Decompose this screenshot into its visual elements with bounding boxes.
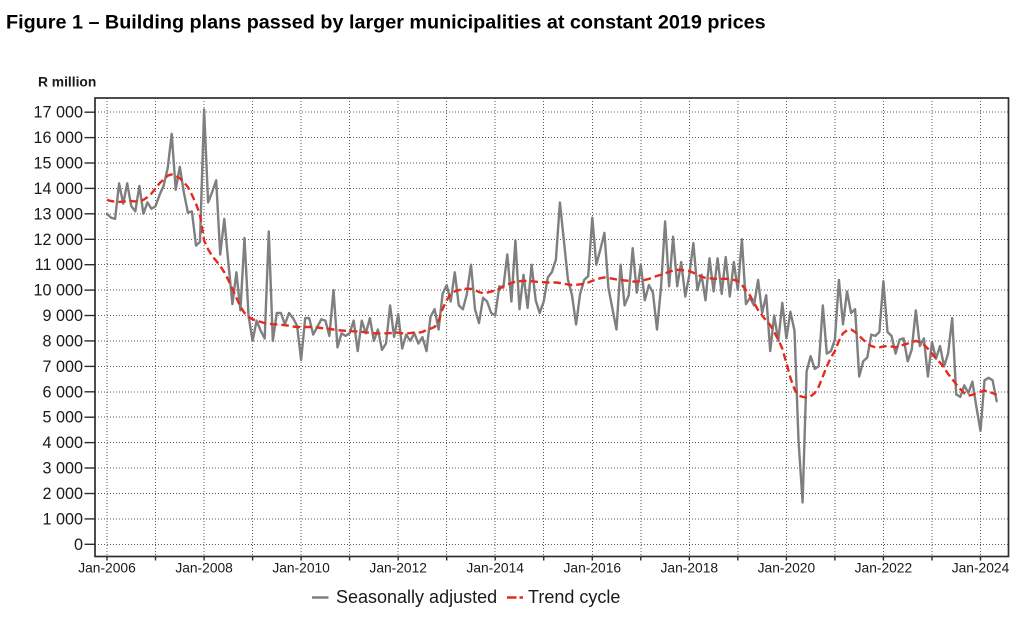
svg-text:Seasonally adjusted: Seasonally adjusted: [336, 587, 497, 607]
svg-text:Trend cycle: Trend cycle: [528, 587, 620, 607]
svg-text:Jan-2010: Jan-2010: [272, 561, 330, 576]
svg-text:15 000: 15 000: [33, 155, 83, 173]
svg-text:8 000: 8 000: [42, 332, 83, 350]
svg-text:Jan-2024: Jan-2024: [952, 561, 1010, 576]
svg-text:3 000: 3 000: [42, 460, 83, 478]
svg-text:7 000: 7 000: [42, 358, 83, 376]
svg-text:11 000: 11 000: [35, 256, 83, 274]
svg-text:5 000: 5 000: [42, 409, 83, 427]
svg-text:13 000: 13 000: [33, 205, 83, 223]
svg-text:Jan-2020: Jan-2020: [758, 561, 816, 576]
svg-text:10 000: 10 000: [33, 282, 83, 300]
svg-text:Jan-2006: Jan-2006: [78, 561, 136, 576]
svg-text:16 000: 16 000: [33, 129, 83, 147]
svg-text:Figure 1 – Building plans pass: Figure 1 – Building plans passed by larg…: [6, 12, 766, 34]
svg-text:Jan-2018: Jan-2018: [661, 561, 719, 576]
svg-text:1 000: 1 000: [42, 510, 83, 528]
svg-text:17 000: 17 000: [33, 104, 83, 122]
svg-text:4 000: 4 000: [42, 434, 83, 452]
svg-text:Jan-2016: Jan-2016: [564, 561, 622, 576]
svg-text:12 000: 12 000: [33, 231, 83, 249]
svg-text:R million: R million: [38, 75, 96, 90]
svg-text:2 000: 2 000: [42, 485, 83, 503]
svg-text:Jan-2008: Jan-2008: [175, 561, 233, 576]
svg-text:14 000: 14 000: [33, 180, 83, 198]
svg-text:9 000: 9 000: [42, 307, 83, 325]
svg-text:0: 0: [74, 536, 83, 554]
svg-text:Jan-2012: Jan-2012: [369, 561, 427, 576]
svg-text:Jan-2014: Jan-2014: [466, 561, 524, 576]
svg-text:Jan-2022: Jan-2022: [855, 561, 913, 576]
svg-text:6 000: 6 000: [42, 383, 83, 401]
